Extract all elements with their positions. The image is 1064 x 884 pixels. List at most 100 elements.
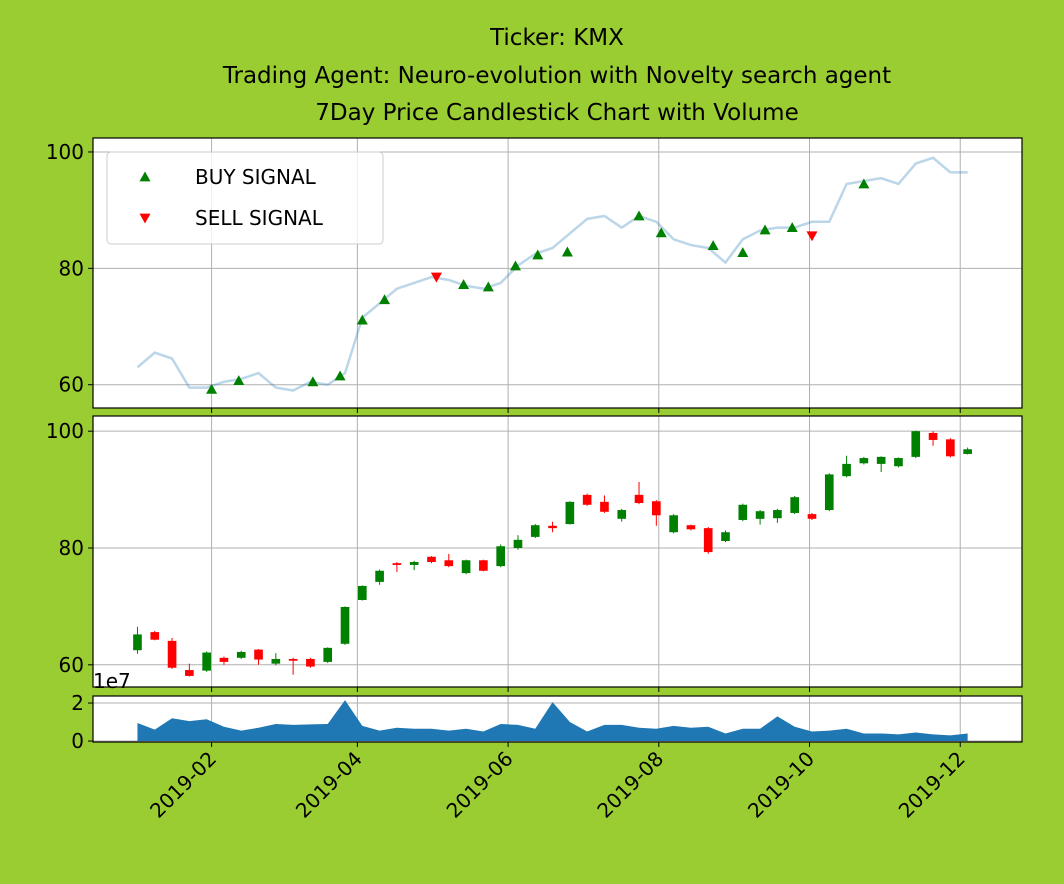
candle-body: [894, 458, 903, 467]
y-tick-label: 100: [46, 140, 84, 164]
candle-body: [928, 432, 938, 440]
candle-body: [323, 647, 333, 662]
candle-body: [409, 562, 419, 565]
candle-body: [219, 657, 229, 662]
signal-marker: [633, 210, 645, 221]
candle-body: [461, 560, 471, 574]
candle-body: [911, 431, 921, 457]
candle-body: [392, 563, 402, 565]
plot-content: [137, 700, 968, 742]
offset-label: 1e7: [93, 669, 131, 693]
legend-box: [106, 151, 384, 245]
candle-body: [444, 560, 454, 567]
candle-body: [479, 560, 488, 571]
y-tick-label: 2: [71, 691, 84, 715]
candle-body: [842, 463, 851, 477]
candle-body: [496, 546, 505, 567]
legend-label: BUY SIGNAL: [195, 165, 317, 189]
x-tick-label: 2019-02: [145, 747, 221, 823]
signal-marker: [737, 247, 749, 258]
legend-label: SELL SIGNAL: [195, 206, 324, 230]
candle-body: [721, 532, 730, 541]
signal-marker: [356, 314, 368, 325]
signal-marker: [561, 246, 573, 257]
candle-body: [133, 634, 142, 651]
signal-marker: [458, 279, 470, 290]
legend-marker: [139, 213, 151, 224]
candle-body: [306, 658, 315, 667]
x-tick-label: 2019-04: [291, 747, 367, 823]
plot-content: [136, 156, 968, 394]
signal-marker: [206, 383, 218, 394]
y-tick-label: 80: [59, 536, 84, 560]
title-line: Ticker: KMX: [489, 25, 624, 51]
volume-area: [137, 700, 968, 742]
candle-body: [652, 501, 661, 516]
signal-marker: [707, 240, 719, 251]
title-line: 7Day Price Candlestick Chart with Volume: [315, 100, 798, 126]
candle-body: [340, 606, 350, 644]
x-tick-label: 2019-06: [442, 747, 518, 823]
signal-marker: [858, 178, 870, 189]
candle-body: [582, 494, 592, 505]
signal-marker: [532, 249, 544, 260]
y-tick-label: 60: [59, 373, 84, 397]
candle-body: [150, 632, 160, 640]
axes-frame: [92, 137, 1023, 409]
candle-body: [738, 504, 748, 520]
candle-body: [773, 510, 782, 519]
axes-frame: [92, 695, 1023, 743]
candle-body: [824, 474, 834, 511]
axes-frame: [92, 415, 1023, 688]
signal-marker: [307, 376, 319, 387]
candle-body: [167, 640, 177, 668]
candle-body: [686, 525, 696, 530]
candle-body: [703, 528, 713, 553]
price-line: [136, 156, 968, 392]
candle-body: [876, 456, 886, 464]
candle-body: [548, 525, 557, 529]
candle-body: [755, 511, 765, 519]
signal-marker: [786, 222, 798, 233]
candle-body: [185, 670, 194, 676]
signal-marker: [655, 227, 667, 238]
x-tick-label: 2019-08: [592, 747, 668, 823]
y-tick-label: 80: [59, 256, 84, 280]
candle-body: [617, 510, 627, 519]
candle-body: [600, 501, 609, 512]
candle-body: [513, 539, 523, 548]
signal-marker: [806, 231, 818, 242]
signal-marker: [334, 370, 346, 381]
signal-marker: [482, 281, 494, 292]
candle-body: [859, 458, 869, 464]
signal-marker: [233, 375, 245, 386]
y-tick-label: 60: [59, 653, 84, 677]
candle-body: [946, 439, 955, 457]
candle-body: [530, 525, 540, 537]
candle-body: [669, 515, 678, 533]
candle-body: [790, 497, 800, 513]
candle-body: [963, 449, 972, 454]
candle-body: [357, 585, 367, 600]
candle-body: [271, 658, 281, 664]
y-tick-label: 0: [71, 729, 84, 753]
signal-marker: [379, 294, 391, 305]
signal-marker: [509, 260, 521, 271]
legend-marker: [139, 171, 151, 182]
candle-body: [565, 501, 575, 525]
y-tick-label: 100: [46, 419, 84, 443]
title-line: Trading Agent: Neuro-evolution with Nove…: [222, 63, 891, 89]
plot-content: [133, 430, 972, 677]
candle-body: [236, 651, 246, 658]
candle-body: [807, 514, 817, 519]
plot-area: [93, 416, 1022, 687]
signal-marker: [430, 272, 442, 283]
candle-body: [427, 556, 436, 563]
candle-body: [375, 570, 384, 582]
candle-body: [202, 652, 211, 671]
candle-body: [634, 494, 644, 504]
signal-marker: [759, 224, 771, 235]
candle-body: [254, 649, 263, 660]
candle-body: [288, 658, 298, 661]
